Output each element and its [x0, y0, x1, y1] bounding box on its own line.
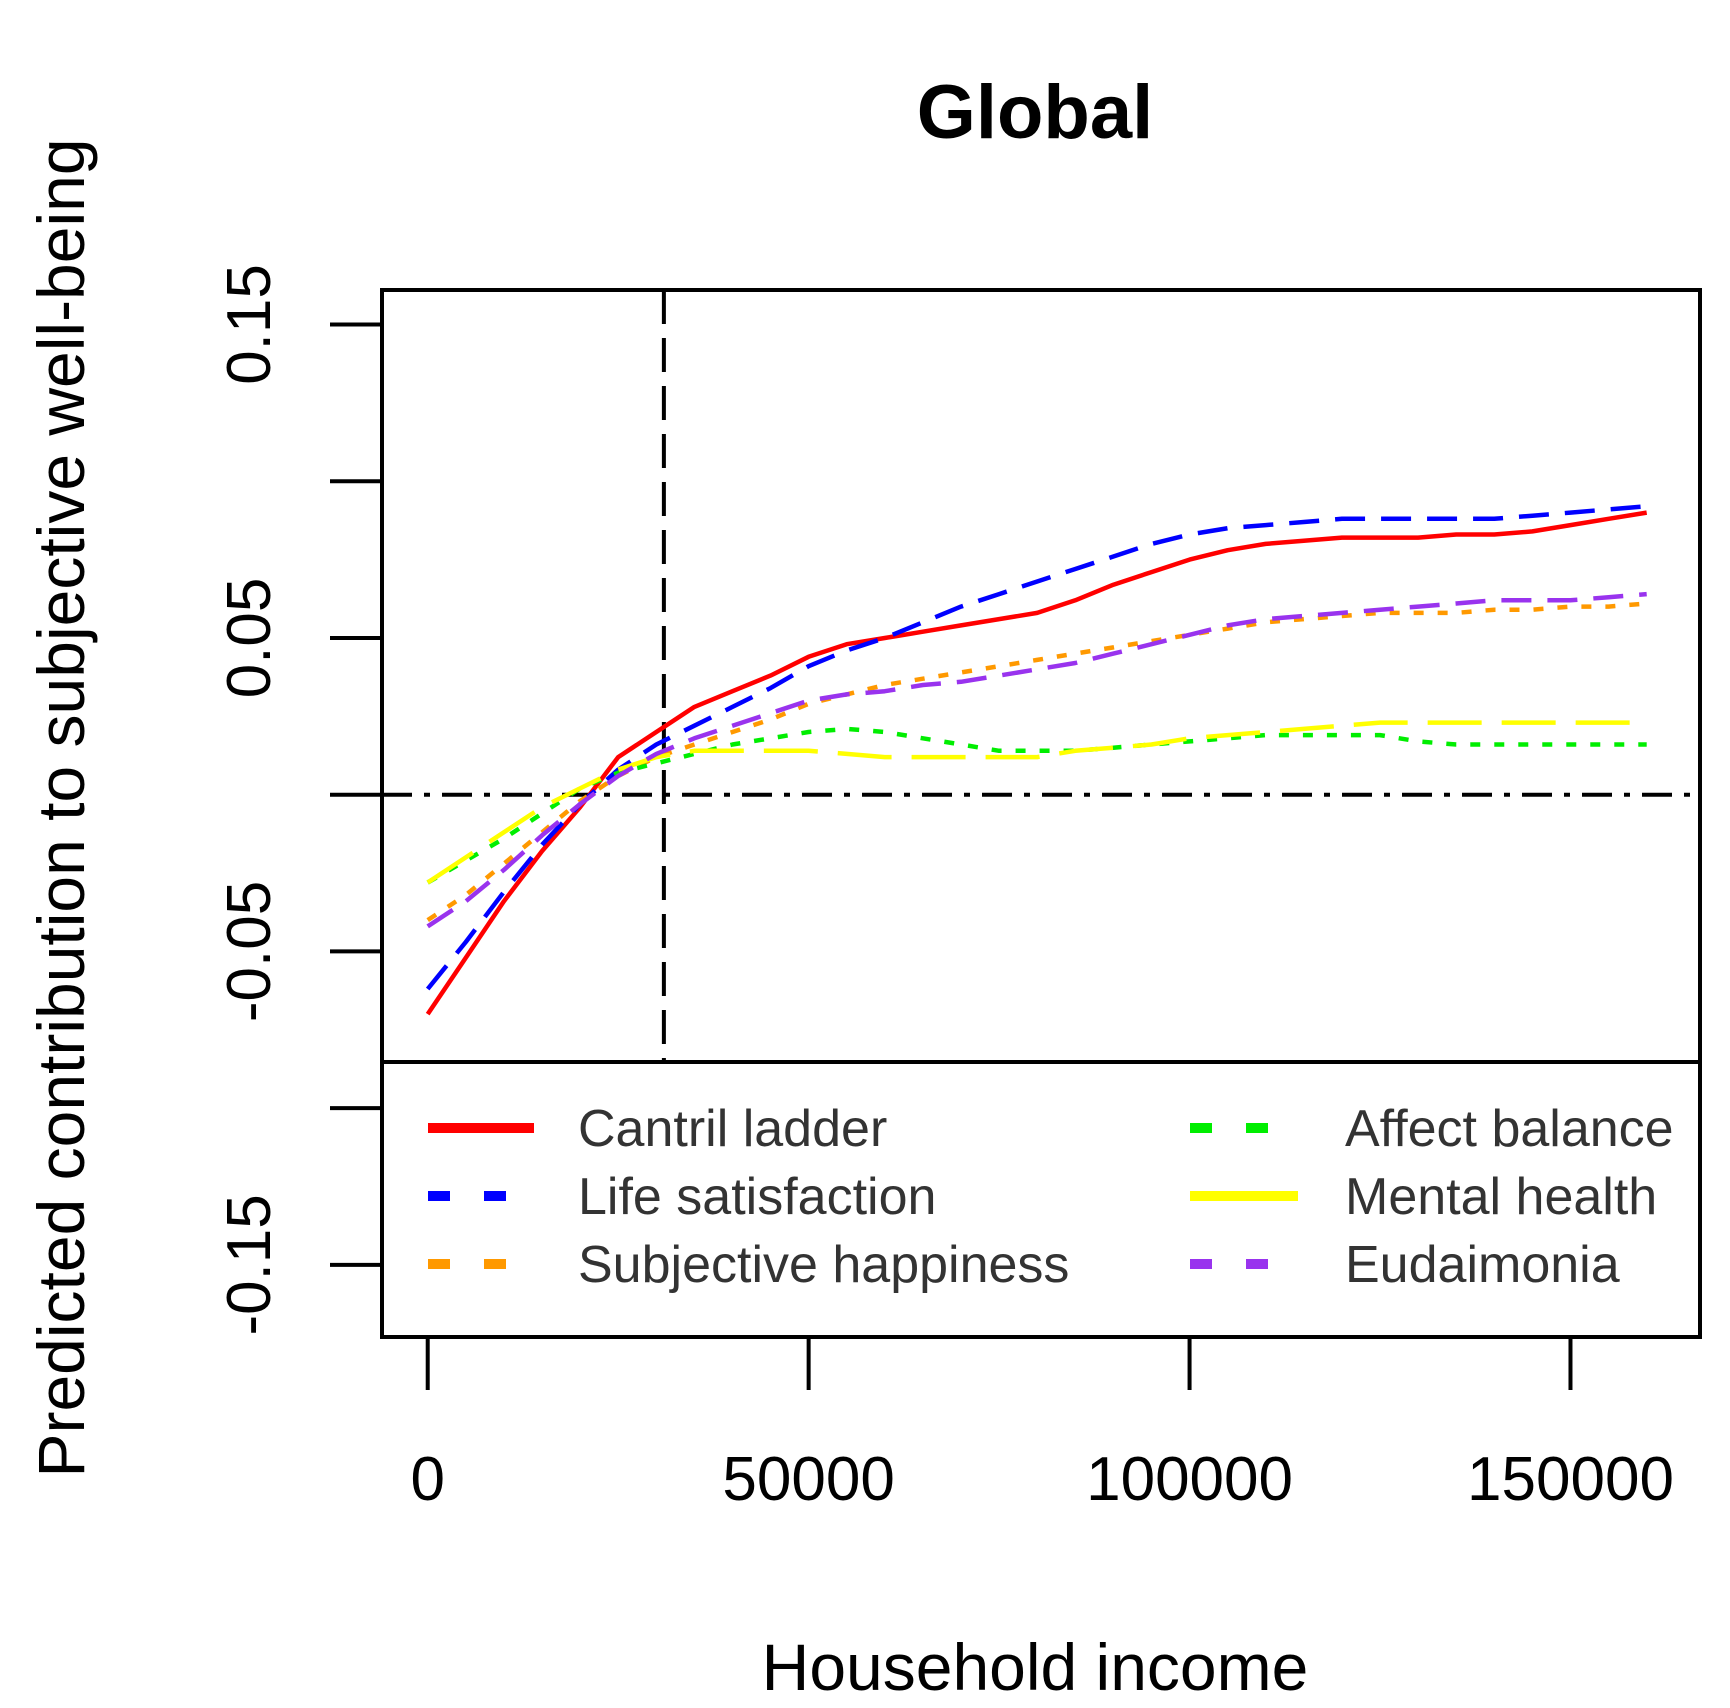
legend-label: Mental health — [1345, 1168, 1657, 1226]
series-line — [426, 591, 1647, 929]
series-lines — [425, 504, 1648, 1016]
series-line — [426, 726, 1647, 885]
x-tick-label: 50000 — [722, 1445, 894, 1514]
y-tick-label: -0.15 — [215, 1194, 284, 1335]
legend-label: Subjective happiness — [578, 1236, 1069, 1294]
y-axis-label: Predicted contribution to subjective wel… — [24, 138, 98, 1477]
legend-label: Eudaimonia — [1345, 1236, 1620, 1294]
x-tick-label: 0 — [410, 1445, 444, 1514]
x-tick-label: 100000 — [1086, 1445, 1293, 1514]
series-line — [426, 720, 1647, 885]
series-line — [425, 510, 1648, 1016]
chart-title: Global — [917, 70, 1153, 155]
y-tick-label: 0.15 — [215, 264, 284, 385]
y-tick-label: 0.05 — [215, 578, 284, 699]
x-tick-label: 150000 — [1467, 1445, 1674, 1514]
axes-ticks: -0.15 -0.05 0.05 0.15 0 50000 100000 150000 — [215, 264, 1674, 1514]
legend-box — [380, 1060, 1702, 1339]
series-line — [425, 504, 1647, 991]
legend-label: Affect balance — [1345, 1100, 1674, 1158]
plot-box — [380, 288, 1702, 1339]
y-tick-label: -0.05 — [215, 881, 284, 1022]
x-axis-label: Household income — [762, 1630, 1309, 1704]
series-line — [426, 601, 1647, 922]
legend-label: Life satisfaction — [578, 1168, 936, 1226]
legend-label: Cantril ladder — [578, 1100, 887, 1158]
legend: Cantril ladder Life satisfaction Subjectiv… — [428, 1100, 1674, 1294]
